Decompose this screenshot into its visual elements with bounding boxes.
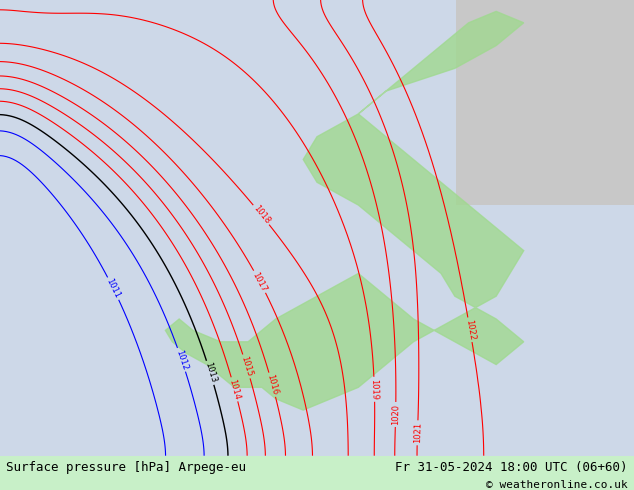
Text: Fr 31-05-2024 18:00 UTC (06+60): Fr 31-05-2024 18:00 UTC (06+60) <box>395 461 628 474</box>
Text: 1012: 1012 <box>174 348 189 371</box>
Text: 1016: 1016 <box>265 373 280 396</box>
Text: 1022: 1022 <box>464 318 476 341</box>
Text: 1018: 1018 <box>251 204 271 226</box>
Text: 1020: 1020 <box>391 404 400 425</box>
Polygon shape <box>165 11 524 410</box>
Text: Surface pressure [hPa] Arpege-eu: Surface pressure [hPa] Arpege-eu <box>6 461 247 474</box>
Text: 1015: 1015 <box>239 355 254 378</box>
Text: 1019: 1019 <box>370 379 379 400</box>
FancyBboxPatch shape <box>456 0 634 205</box>
Text: 1013: 1013 <box>203 361 217 384</box>
Text: 1014: 1014 <box>228 378 242 401</box>
Text: 1017: 1017 <box>251 270 269 293</box>
Text: 1011: 1011 <box>105 277 122 300</box>
Text: 1021: 1021 <box>413 422 422 443</box>
Text: © weatheronline.co.uk: © weatheronline.co.uk <box>486 480 628 490</box>
